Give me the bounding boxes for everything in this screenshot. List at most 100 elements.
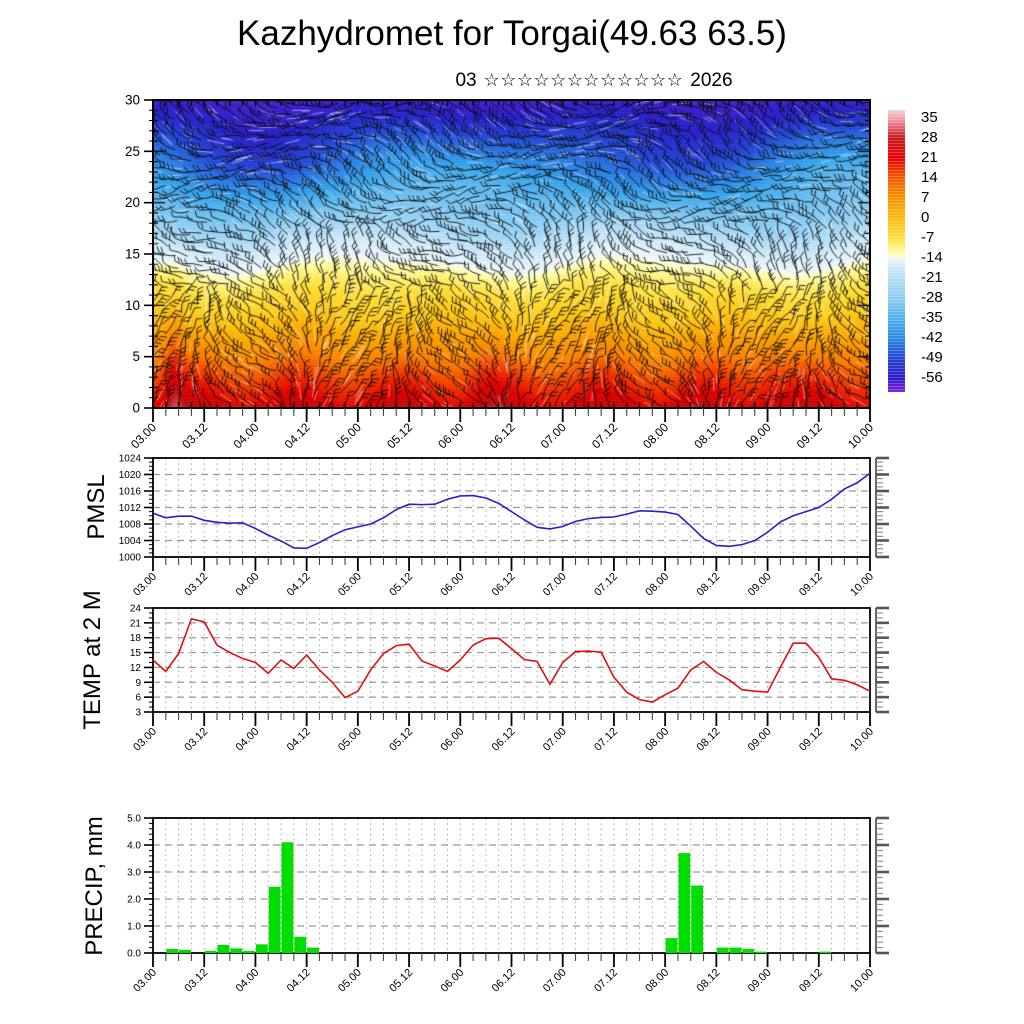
x-tick-label: 08.00 xyxy=(643,571,671,599)
x-tick-label: 03.12 xyxy=(179,420,210,451)
x-tick-label: 08.00 xyxy=(643,967,671,995)
x-tick-label: 05.00 xyxy=(336,726,364,754)
x-tick-label: 07.00 xyxy=(541,967,569,995)
colorbar-label: -7 xyxy=(921,229,935,246)
colorbar-label: 21 xyxy=(921,149,938,166)
x-tick-label: 04.00 xyxy=(234,967,262,995)
colorbar-label: -14 xyxy=(921,249,943,266)
precip-bar xyxy=(217,944,230,953)
colorbar-label: -42 xyxy=(921,329,943,346)
precip-bar xyxy=(742,948,755,953)
x-tick-label: 06.00 xyxy=(438,571,466,599)
precip-bar xyxy=(678,853,691,953)
precip-bar xyxy=(268,886,281,953)
x-tick-label: 07.00 xyxy=(541,571,569,599)
y-tick-label: 15 xyxy=(130,648,142,659)
precip-bar xyxy=(281,842,294,953)
main-y-tick-label: 0 xyxy=(132,401,140,416)
precip-bar xyxy=(166,948,179,953)
colorbar-label: -49 xyxy=(921,349,943,366)
colorbar-label: 28 xyxy=(921,129,938,146)
x-tick-label: 06.00 xyxy=(438,967,466,995)
x-tick-label: 09.00 xyxy=(746,726,774,754)
temp2m-line xyxy=(152,617,871,703)
x-tick-label: 03.12 xyxy=(182,967,210,995)
x-tick-label: 05.12 xyxy=(384,420,415,451)
x-tick-label: 09.00 xyxy=(746,571,774,599)
y-tick-label: 1008 xyxy=(119,520,142,531)
precip-bar xyxy=(255,944,268,953)
main-y-tick-label: 25 xyxy=(125,144,140,159)
temp2m-axis-title: TEMP at 2 M xyxy=(79,590,106,730)
precip-bar xyxy=(716,947,729,953)
x-tick-label: 05.00 xyxy=(333,420,364,451)
y-tick-label: 1020 xyxy=(119,470,142,481)
x-tick-label: 03.00 xyxy=(131,726,159,754)
y-tick-label: 9 xyxy=(135,678,141,689)
colorbar-label: -28 xyxy=(921,289,943,306)
precip-bar xyxy=(307,947,319,953)
x-tick-label: 03.00 xyxy=(131,571,159,599)
colorbar-stripes xyxy=(888,110,905,392)
x-tick-label: 08.12 xyxy=(695,726,723,754)
x-tick-label: 04.12 xyxy=(285,967,313,995)
panel-frame xyxy=(152,457,871,558)
x-tick-label: 04.00 xyxy=(234,726,262,754)
x-tick-label: 07.12 xyxy=(592,726,620,754)
main-y-tick-label: 5 xyxy=(132,349,140,364)
y-tick-label: 3 xyxy=(135,708,141,719)
x-tick-label: 06.12 xyxy=(486,420,517,451)
panel-frame xyxy=(152,817,871,954)
x-tick-label: 03.00 xyxy=(131,967,159,995)
y-tick-label: 1012 xyxy=(119,503,142,514)
precip-bar xyxy=(691,885,704,953)
x-tick-label: 10.00 xyxy=(848,726,876,754)
y-tick-label: 3.0 xyxy=(127,868,141,879)
x-tick-label: 09.12 xyxy=(797,571,825,599)
x-tick-label: 06.12 xyxy=(490,726,518,754)
x-tick-label: 09.00 xyxy=(746,967,774,995)
colorbar-label: 35 xyxy=(921,109,938,126)
y-tick-label: 21 xyxy=(130,618,142,629)
x-tick-label: 04.12 xyxy=(282,420,313,451)
colorbar-label: 0 xyxy=(921,209,930,226)
precip-bar xyxy=(179,949,191,953)
y-tick-label: 1004 xyxy=(119,536,142,547)
x-tick-label: 04.00 xyxy=(230,420,261,451)
pmsl-axis-title: PMSL xyxy=(83,474,110,540)
colorbar-label: -21 xyxy=(921,269,943,286)
x-tick-label: 09.12 xyxy=(794,420,825,451)
page-title: Kazhydromet for Torgai(49.63 63.5) xyxy=(237,14,787,53)
x-tick-label: 09.12 xyxy=(797,726,825,754)
x-tick-label: 05.00 xyxy=(336,571,364,599)
y-tick-label: 0.0 xyxy=(127,949,141,960)
x-tick-label: 08.00 xyxy=(640,420,671,451)
precip-bar xyxy=(204,950,217,953)
precip-axis-title: PRECIP, mm xyxy=(81,816,108,956)
x-tick-label: 09.12 xyxy=(797,967,825,995)
colorbar-label: -35 xyxy=(921,309,943,326)
x-tick-label: 09.00 xyxy=(743,420,774,451)
main-y-tick-label: 15 xyxy=(125,247,140,262)
subtitle-year: 2026 xyxy=(690,70,733,91)
x-tick-label: 06.12 xyxy=(490,571,518,599)
main-y-tick-label: 20 xyxy=(125,195,140,210)
y-tick-label: 5.0 xyxy=(127,814,141,825)
temperature-wind-cross-section-canvas xyxy=(153,100,870,408)
x-tick-label: 03.12 xyxy=(182,726,210,754)
precip-bar xyxy=(243,950,255,953)
precip-bar xyxy=(665,938,678,953)
precip-bar xyxy=(294,936,307,953)
x-tick-label: 04.12 xyxy=(285,726,313,754)
precip-bar xyxy=(755,951,768,953)
x-tick-label: 10.00 xyxy=(848,967,876,995)
x-tick-label: 07.00 xyxy=(541,726,569,754)
y-tick-label: 18 xyxy=(130,633,142,644)
precip-bar xyxy=(729,947,742,953)
colorbar-label: 14 xyxy=(921,169,938,186)
x-tick-label: 07.00 xyxy=(538,420,569,451)
x-tick-label: 05.00 xyxy=(336,967,364,995)
y-tick-label: 1016 xyxy=(119,487,142,498)
x-tick-label: 10.00 xyxy=(848,571,876,599)
